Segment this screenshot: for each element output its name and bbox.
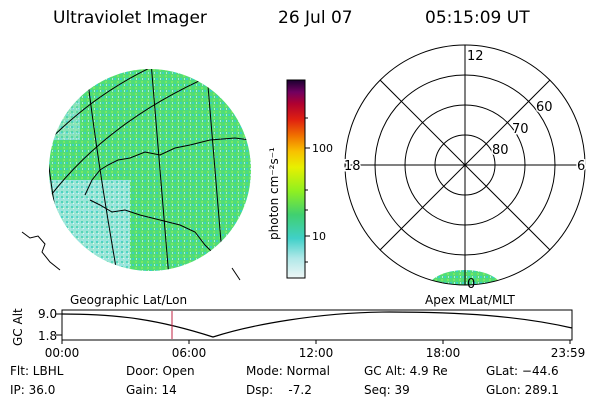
x-tick-0000: 00:00 (45, 346, 80, 360)
altitude-plot-frame (61, 309, 573, 341)
status-glon: GLon: 289.1 (486, 383, 559, 397)
polar-aurora-patch (427, 270, 503, 285)
alt-tick-9: 9.0 (38, 307, 57, 321)
lat-label-70: 70 (512, 122, 529, 137)
mlt-label-18: 18 (344, 159, 361, 174)
time-label: 05:15:09 UT (425, 8, 530, 28)
altitude-plot: 9.0 1.8 GC Alt 00:00 06:00 12:00 18:00 2… (11, 307, 585, 360)
mlt-label-6: 6 (577, 159, 585, 174)
mlt-label-0: 0 (467, 277, 475, 292)
status-mode: Mode: Normal (246, 364, 330, 378)
status-door: Door: Open (126, 364, 195, 378)
lat-label-80: 80 (492, 143, 509, 158)
geographic-image (21, 69, 251, 281)
status-glat: GLat: −44.6 (486, 364, 559, 378)
date-label: 26 Jul 07 (278, 8, 353, 28)
colorbar-tick-10: 10 (312, 230, 326, 243)
altitude-curve (61, 311, 573, 338)
colorbar-gradient (286, 79, 306, 279)
geographic-label: Geographic Lat/Lon (70, 293, 187, 307)
status-dsp: Dsp: -7.2 (246, 383, 312, 397)
x-tick-1800: 18:00 (426, 346, 461, 360)
alt-tick-1-8: 1.8 (38, 329, 57, 343)
colorbar-unit-label: photon cm⁻²s⁻¹ (267, 147, 281, 240)
mlt-label-12: 12 (467, 49, 484, 64)
status-flt: Flt: LBHL (10, 364, 64, 378)
alt-axis-label: GC Alt (11, 308, 25, 346)
app-title: Ultraviolet Imager (53, 8, 207, 28)
colorbar-tick-100: 100 (312, 142, 333, 155)
x-tick-2359: 23:59 (551, 346, 586, 360)
colorbar: 100 10 photon cm⁻²s⁻¹ (267, 79, 333, 279)
status-gcalt: GC Alt: 4.9 Re (364, 364, 448, 378)
status-seq: Seq: 39 (364, 383, 410, 397)
status-ip: IP: 36.0 (10, 383, 56, 397)
lat-label-60: 60 (536, 100, 553, 115)
x-tick-0600: 06:00 (172, 346, 207, 360)
status-gain: Gain: 14 (126, 383, 177, 397)
polar-plot: 12 18 6 0 60 70 80 (343, 44, 587, 292)
apex-label: Apex MLat/MLT (425, 293, 515, 307)
x-tick-1200: 12:00 (299, 346, 334, 360)
